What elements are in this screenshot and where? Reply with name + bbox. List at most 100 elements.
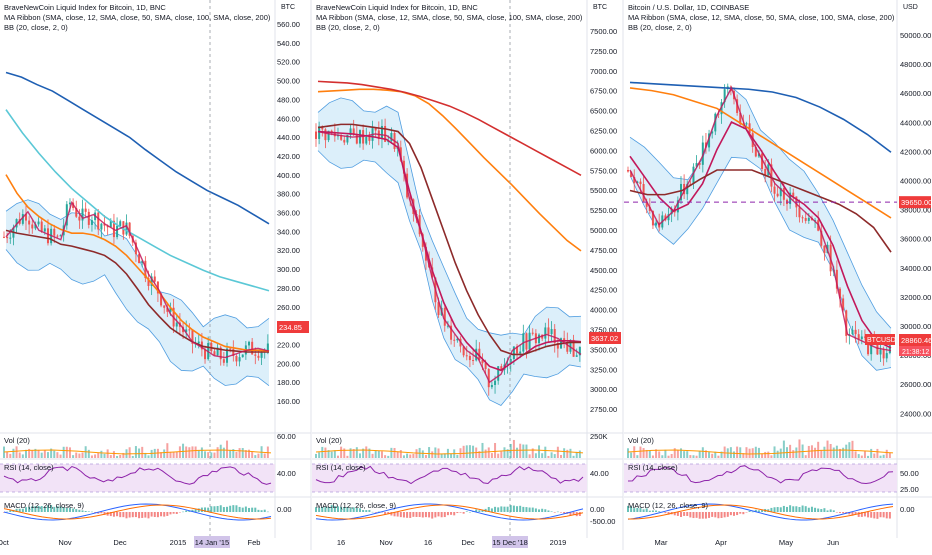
time-axis-label: Nov [58,538,72,547]
bollinger-band-fill [6,200,269,386]
volume-bar [764,452,766,458]
volume-bar [69,447,71,458]
macd-histogram-bar [802,506,804,512]
candle-body [257,356,259,358]
macd-histogram-bar [830,509,832,512]
macd-histogram-bar [538,509,540,512]
volume-bar [658,451,660,458]
volume-bar [702,447,704,458]
bb-legend: BB (20, close, 2, 0) [4,23,68,32]
volume-bar [805,455,807,458]
candle-body [883,350,885,359]
ma-line-4 [6,73,269,224]
volume-bar [346,456,348,458]
volume-bar [384,455,386,458]
price-tick-label: 3250.00 [590,365,617,374]
macd-histogram-bar [664,512,666,513]
volume-bar [547,456,549,458]
candle-body [491,385,493,387]
candle-body [808,218,810,221]
volume-bar [513,440,515,458]
volume-bar [870,449,872,458]
volume-bar [649,451,651,458]
volume-bar [485,450,487,458]
macd-histogram-bar [141,512,143,518]
volume-bar [91,455,93,458]
macd-histogram-bar [220,505,222,512]
macd-histogram-bar [827,510,829,512]
price-tick-label: 280.00 [277,284,300,293]
volume-bar [696,456,698,458]
time-axis-label: Nov [379,538,393,547]
volume-tick-label: 250K [590,432,608,441]
macd-histogram-bar [529,508,531,512]
macd-histogram-bar [453,512,455,515]
volume-bar [359,453,361,458]
volume-bar [630,453,632,458]
macd-histogram-bar [541,509,543,512]
volume-bar [551,452,553,458]
macd-histogram-bar [724,512,726,517]
macd-histogram-bar [450,512,452,515]
macd-histogram-bar [880,512,882,517]
macd-histogram-bar [886,512,888,518]
volume-bar [855,451,857,458]
macd-histogram-bar [858,512,860,517]
candle-body [538,335,540,344]
last-price-tag: 28860.46 [901,336,932,345]
candle-body [444,308,446,326]
macd-histogram-bar [736,512,738,515]
volume-bar [867,456,869,458]
panel-title: BraveNewCoin Liquid Index for Bitcoin, 1… [316,3,478,12]
macd-histogram-bar [459,512,461,513]
candle-body [56,236,58,237]
price-tick-label: 340.00 [277,227,300,236]
macd-histogram-bar [412,512,414,517]
macd-histogram-bar [129,512,131,518]
volume-bar [758,448,760,458]
volume-bar [129,447,131,458]
volume-bar [817,442,819,458]
price-tick-label: 30000.00 [900,322,931,331]
macd-histogram-bar [478,510,480,512]
price-tick-label: 500.00 [277,77,300,86]
candle-body [466,355,468,356]
volume-bar [104,454,106,458]
macd-histogram-bar [91,512,93,513]
volume-bar [636,455,638,458]
volume-bar [798,439,800,458]
macd-histogram-bar [876,512,878,519]
macd-histogram-bar [711,512,713,517]
macd-histogram-bar [560,512,562,513]
volume-bar [661,455,663,458]
candle-body [655,223,657,226]
volume-bar [119,455,121,458]
macd-histogram-bar [403,512,405,517]
macd-histogram-bar [699,512,701,519]
volume-bar [318,452,320,458]
macd-tick-label: 0.00 [590,505,605,514]
volume-bar [745,447,747,458]
macd-histogram-bar [444,512,446,517]
volume-bar [544,447,546,458]
macd-histogram-bar [811,507,813,512]
macd-histogram-bar [223,507,225,512]
macd-histogram-bar [749,511,751,512]
price-tick-label: 2750.00 [590,405,617,414]
macd-histogram-bar [808,508,810,512]
volume-bar [500,452,502,458]
volume-bar [503,447,505,458]
macd-histogram-bar [254,508,256,512]
macd-histogram-bar [100,512,102,513]
candle-body [547,327,549,334]
macd-histogram-bar [409,512,411,518]
macd-histogram-bar [375,512,377,513]
volume-bar [770,455,772,458]
volume-bar [116,456,118,458]
price-tick-label: 6000.00 [590,146,617,155]
volume-bar [204,451,206,458]
volume-bar [814,448,816,458]
macd-histogram-bar [836,512,838,513]
macd-histogram-bar [416,512,418,517]
volume-bar [6,452,8,458]
